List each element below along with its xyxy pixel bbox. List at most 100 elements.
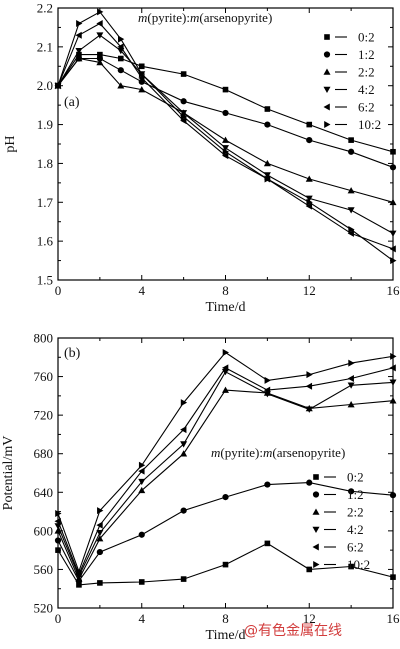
panel-b-y-tick-label: 720 (34, 408, 54, 423)
panel-a-data-point (180, 110, 188, 117)
panel-a-data-point (222, 86, 229, 93)
panel-b-y-tick-label: 640 (34, 485, 54, 500)
panel-b-x-tick-label: 16 (387, 611, 400, 626)
panel-a-legend-marker (323, 86, 331, 93)
panel-a-data-point (222, 148, 229, 156)
panel-a-legend-marker (323, 68, 331, 75)
panel-b-data-point (264, 481, 271, 488)
panel-b-legend-marker (312, 543, 319, 551)
panel-a-x-axis-title: Time/d (206, 300, 246, 315)
panel-a-data-point (180, 113, 188, 121)
panel-b-data-point (55, 547, 61, 553)
panel-a-data-point (389, 245, 396, 253)
panel-a-x-tick-label: 16 (387, 283, 400, 298)
panel-a-data-point (138, 63, 145, 70)
panel-b-data-point (54, 527, 62, 534)
panel-b-legend-marker (312, 508, 320, 515)
panel-a-data-point (222, 136, 229, 143)
panel-a-legend-marker (323, 103, 330, 111)
panel-b-data-point (138, 461, 146, 469)
panel-a-data-point (96, 20, 103, 28)
panel-a-x-tick-label: 0 (55, 283, 62, 298)
panel-a-legend-label: 6:2 (358, 100, 375, 115)
panel-a-data-point (306, 198, 313, 206)
panel-a-y-tick-label: 2.1 (37, 39, 53, 54)
panel-b-series-line-2-2 (57, 389, 394, 581)
panel-a-data-point (180, 117, 187, 125)
panel-b-data-point (54, 517, 61, 525)
panel-a-data-point (390, 257, 397, 265)
panel-b-legend-label: 2:2 (347, 505, 364, 520)
panel-b-data-point (389, 379, 397, 386)
panel-b-data-point (138, 531, 145, 538)
chart-panel-b: 0 4 8 12 16 520 560 600 640 680 720 760 800 Time/d Pot… (1, 331, 400, 644)
panel-b-data-point (305, 382, 313, 390)
panel-b-series-line-10-2 (57, 351, 394, 574)
panel-a-data-point (222, 152, 229, 160)
panel-a-data-point (117, 82, 125, 89)
panel-a-y-tick-label: 2.0 (37, 78, 53, 93)
panel-b-data-point (389, 492, 397, 499)
panel-a-data-point (222, 145, 229, 152)
panel-b-legend-label: 10:2 (347, 557, 370, 572)
panel-b-legend-label: 4:2 (347, 522, 364, 537)
panel-b-legend-marker (313, 474, 319, 480)
panel-b-data-point (306, 566, 313, 573)
panel-a-data-point (347, 207, 355, 214)
panel-b-y-tick-label: 760 (34, 369, 54, 384)
panel-a-data-point (348, 225, 355, 233)
panel-a-y-tick-label: 1.5 (37, 273, 53, 288)
panel-b-data-point (97, 580, 103, 586)
panel-b-legend-label: 6:2 (347, 540, 364, 555)
panel-b-x-tick-label: 4 (139, 611, 146, 626)
panel-a-data-point (390, 148, 396, 155)
panel-a-data-point (76, 51, 82, 58)
panel-b-x-tick-label: 0 (55, 611, 62, 626)
panel-a-data-point (75, 31, 82, 39)
panel-a-x-tick-label: 8 (222, 283, 229, 298)
panel-b-series-line-0-2 (57, 542, 394, 586)
panel-b-data-point (222, 364, 229, 372)
panel-a-y-tick-label: 1.6 (37, 234, 54, 249)
panel-a-legend-label: 1:2 (358, 47, 375, 62)
panel-a-data-point (305, 195, 313, 202)
panel-b-data-point (96, 548, 103, 556)
panel-a-legend-title: m(pyrite):m(arsenopyrite) (138, 10, 272, 25)
panel-b-legend-marker (313, 561, 320, 568)
panel-b-data-point (348, 488, 355, 495)
panel-b-series-line-6-2 (57, 367, 394, 576)
panel-a-data-point (222, 109, 229, 117)
panel-b-data-point (138, 478, 146, 486)
panel-b-y-tick-label: 560 (34, 562, 54, 577)
panel-a-data-point (96, 55, 103, 62)
panel-b-legend-marker (312, 491, 320, 498)
panel-b-legend-marker (312, 526, 320, 533)
panel-a-data-point (347, 229, 354, 237)
panel-b-data-point (97, 507, 104, 515)
panel-a-data-point (389, 198, 397, 206)
panel-b-data-point (180, 576, 187, 582)
panel-b-data-point (347, 375, 354, 382)
panel-a-data-point (138, 70, 146, 78)
panel-a-data-point (97, 8, 104, 16)
chart-panel-a: 0 4 8 12 16 1.5 1.6 1.7 1.8 1.9 2.0 2.1 2.2 Time/d pH (… (3, 1, 400, 316)
panel-b-data-point (222, 348, 229, 356)
panel-a-y-tick-label: 1.9 (37, 117, 53, 132)
panel-b-data-point (306, 371, 313, 379)
panel-b-y-axis-title: Potential/mV (1, 436, 16, 511)
panel-a-legend-label: 10:2 (358, 117, 381, 132)
panel-a-legend-marker (324, 34, 330, 40)
panel-b-data-point (96, 521, 103, 529)
panel-b-data-point (347, 382, 355, 389)
panel-a-legend-label: 4:2 (358, 82, 375, 97)
panel-a-series-line-4-2 (57, 34, 394, 234)
panel-a-series-line-2-2 (57, 57, 394, 203)
panel-a-data-point (55, 82, 62, 90)
panel-a-plot-frame (57, 7, 394, 281)
panel-b-data-point (264, 540, 271, 547)
panel-b-data-point (222, 494, 229, 501)
panel-a-data-point (96, 32, 104, 39)
panel-a-data-point (305, 202, 313, 210)
panel-a-series-line-10-2 (57, 11, 394, 262)
